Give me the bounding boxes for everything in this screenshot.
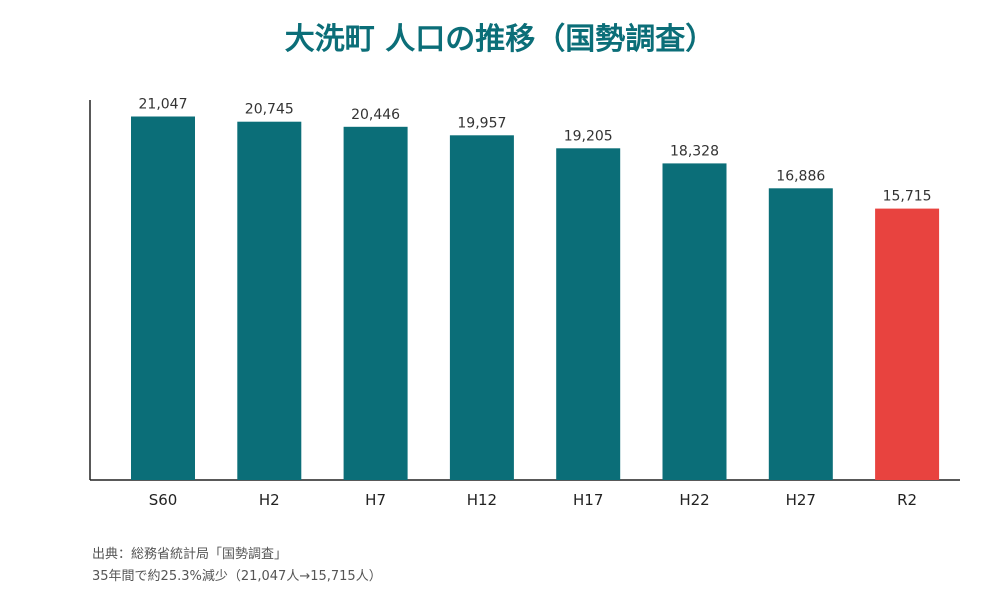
- value-label-h12: 19,957: [457, 115, 506, 131]
- x-tick-s60: S60: [149, 491, 178, 509]
- value-label-r2: 15,715: [883, 189, 932, 205]
- bar-h22: [662, 163, 727, 480]
- x-tick-r2: R2: [897, 491, 917, 509]
- bar-s60: [131, 116, 195, 480]
- value-label-h7: 20,446: [351, 107, 400, 123]
- bar-h7: [343, 126, 408, 481]
- bar-h12: [449, 135, 514, 481]
- value-label-h27: 16,886: [776, 168, 825, 184]
- x-tick-h27: H27: [786, 491, 816, 509]
- value-label-h22: 18,328: [670, 143, 719, 159]
- bar-h17: [556, 148, 621, 481]
- bar-h2: [237, 121, 302, 480]
- chart-title: 大洗町 人口の推移（国勢調査）: [284, 22, 716, 57]
- source-note: 出典：総務省統計局「国勢調査」 35年間で約25.3%減少（21,047人→15…: [92, 544, 382, 588]
- bars-group: 21,047 S60 20,745 H2 20,446 H7 19,957 H12 19,205…: [131, 97, 940, 509]
- value-label-h17: 19,205: [564, 128, 613, 144]
- x-tick-h17: H17: [573, 491, 603, 509]
- x-tick-h2: H2: [259, 491, 280, 509]
- x-tick-h7: H7: [365, 491, 386, 509]
- x-tick-h22: H22: [679, 491, 709, 509]
- value-label-h2: 20,745: [245, 102, 294, 118]
- bar-h27: [768, 188, 833, 481]
- value-label-s60: 21,047: [139, 97, 188, 113]
- bar-r2: [875, 208, 940, 480]
- source-text: 出典：総務省統計局「国勢調査」: [92, 547, 288, 562]
- x-tick-h12: H12: [467, 491, 497, 509]
- summary-text: 35年間で約25.3%減少（21,047人→15,715人）: [92, 569, 382, 584]
